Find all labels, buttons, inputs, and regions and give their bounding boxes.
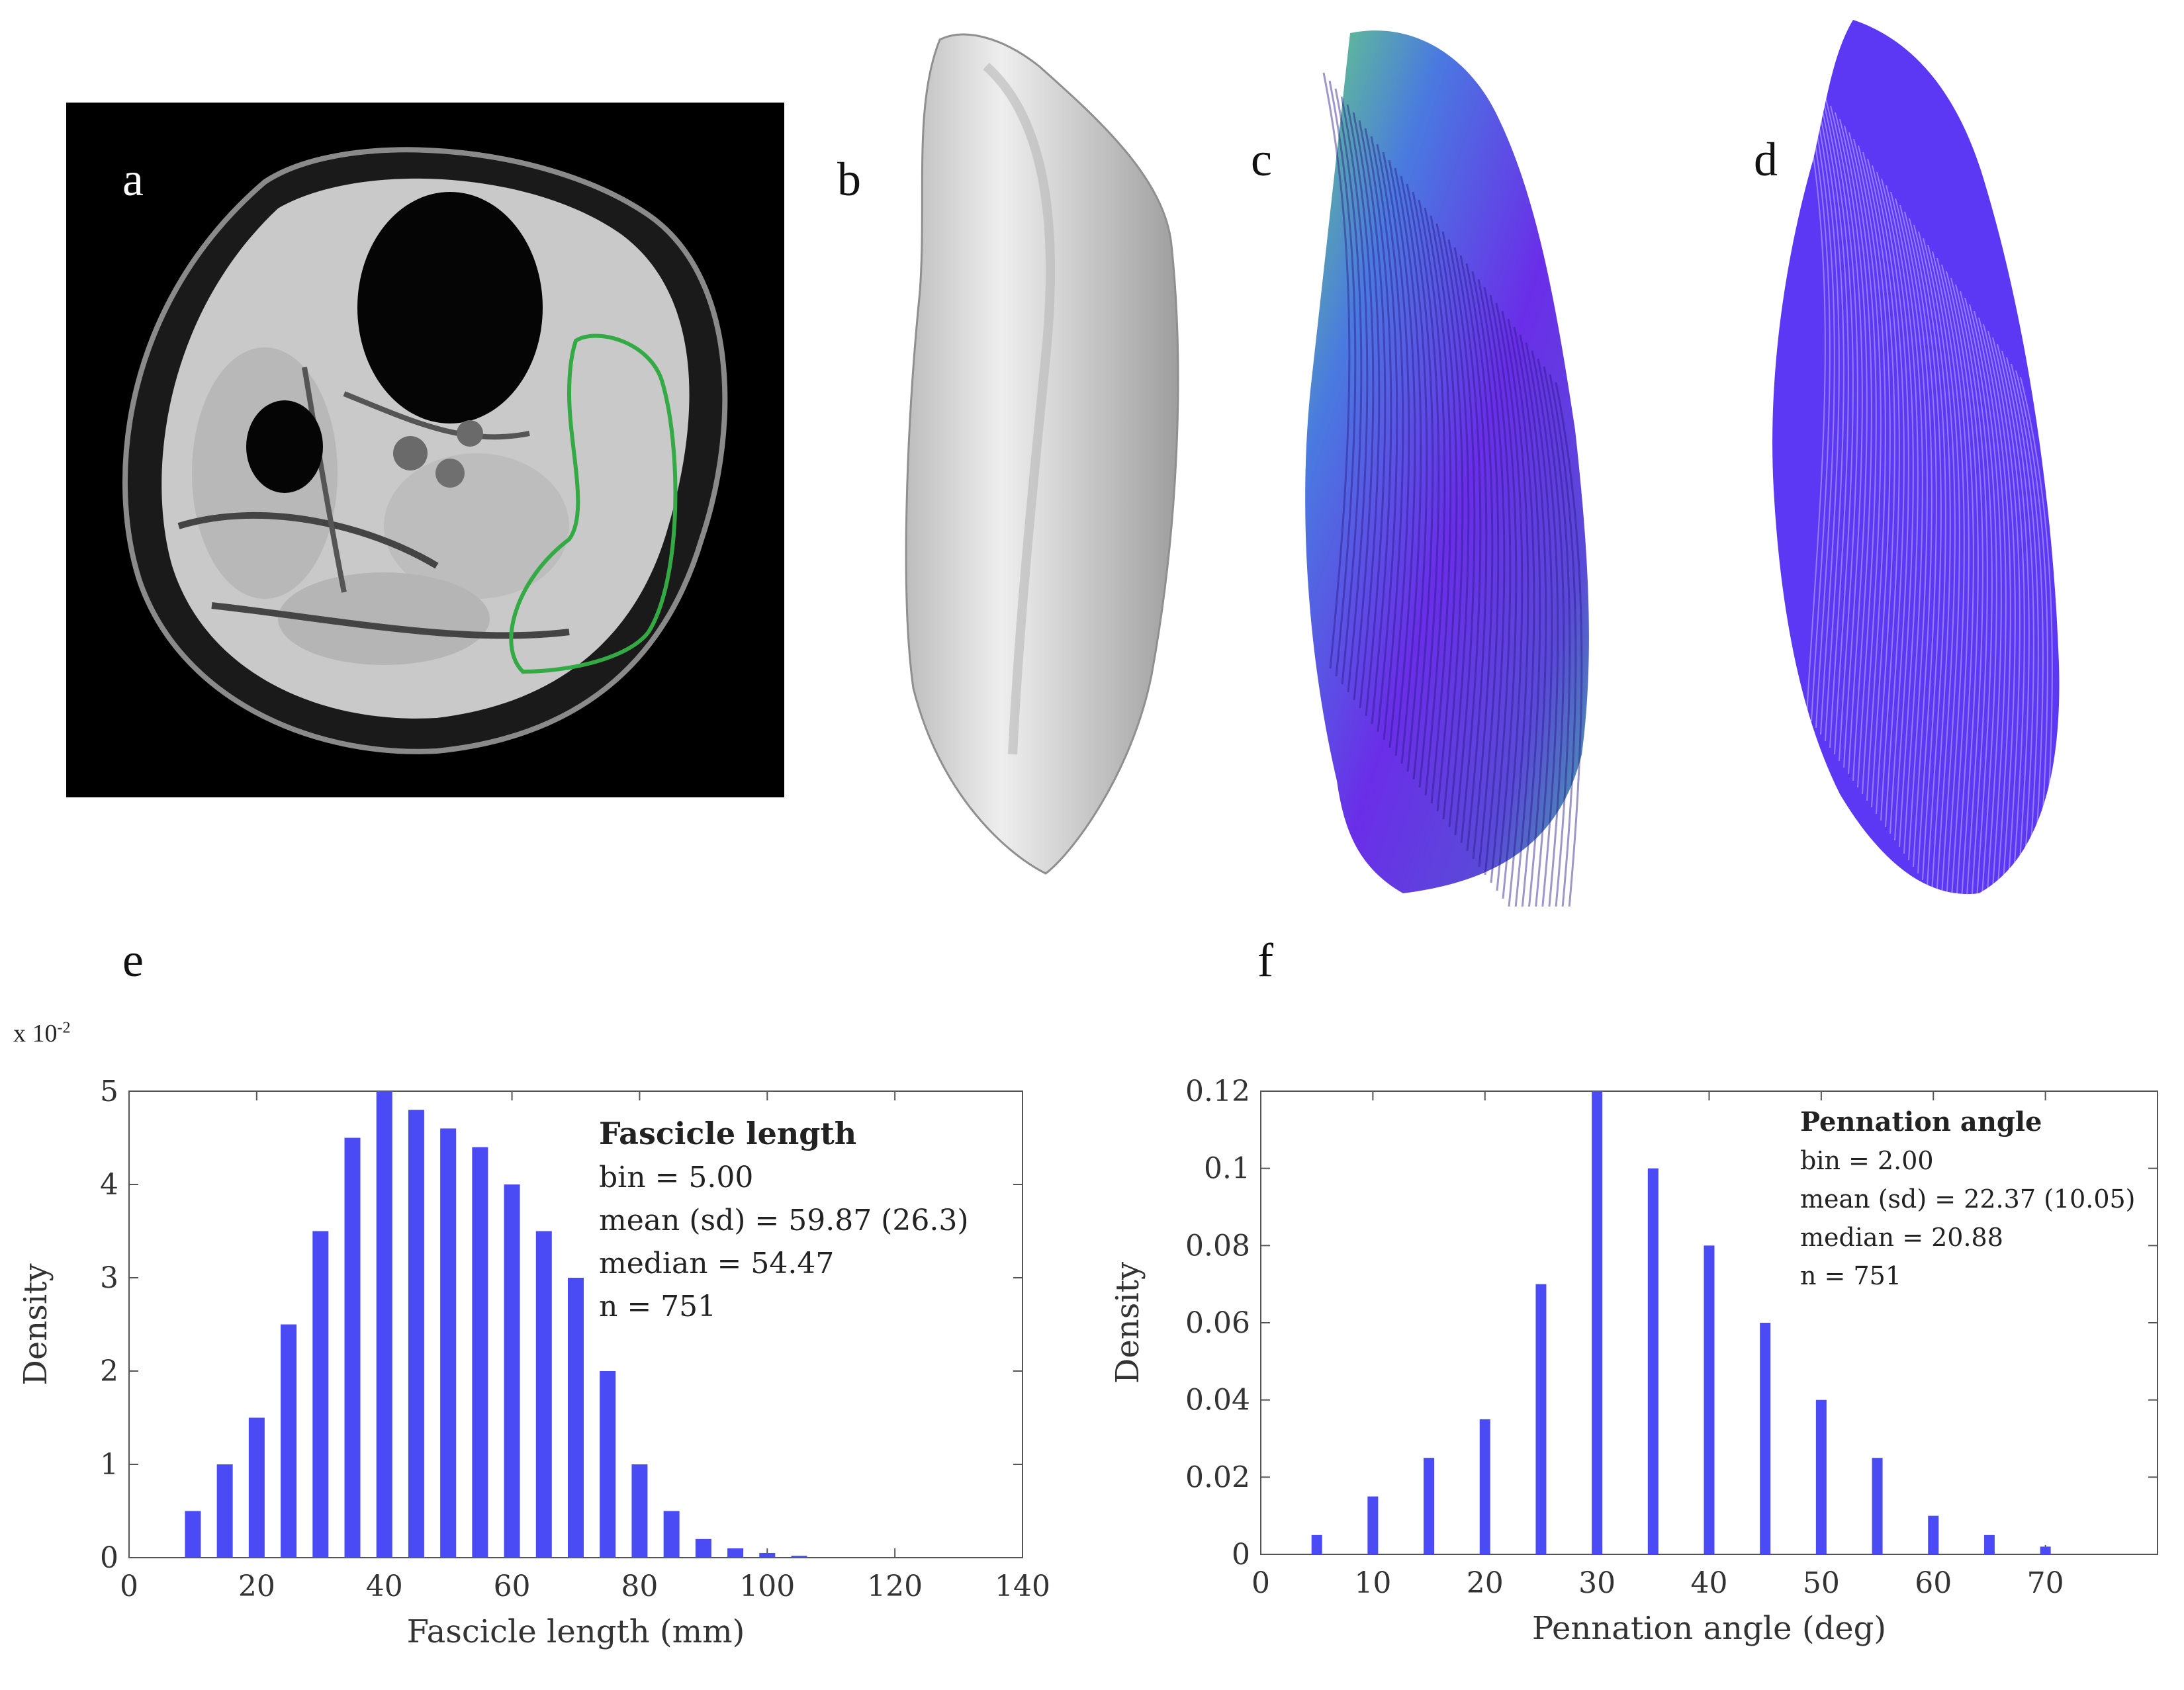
pa-bar [1479, 1419, 1490, 1554]
pa-x-tick-label: 20 [1467, 1566, 1504, 1600]
pa-bar [1983, 1534, 1995, 1554]
panel-label-a: a [122, 153, 144, 206]
fl-x-tick-label: 100 [739, 1570, 795, 1603]
fl-legend-line: n = 751 [599, 1290, 716, 1323]
fl-bar [504, 1184, 520, 1558]
fl-bar [344, 1137, 361, 1558]
pa-x-tick-label: 10 [1354, 1566, 1391, 1600]
pa-bar [1872, 1458, 1883, 1554]
fl-bar [727, 1548, 744, 1558]
fl-bar [408, 1110, 424, 1558]
pa-legend-line: mean (sd) = 22.37 (10.05) [1800, 1184, 2136, 1214]
pa-x-tick-label: 40 [1691, 1566, 1728, 1600]
pa-bar [1535, 1284, 1547, 1554]
fl-bar [440, 1128, 457, 1558]
y-scale-multiplier: x 10-2 [13, 1019, 71, 1047]
pa-x-tick-label: 50 [1803, 1566, 1840, 1600]
pa-bar [1760, 1323, 1771, 1554]
muscle-surface-render [905, 33, 1179, 875]
fl-x-tick-label: 140 [995, 1570, 1050, 1603]
fl-y-tick-label: 3 [100, 1261, 118, 1295]
fl-x-tick-label: 80 [621, 1570, 658, 1603]
pa-y-tick-label: 0.12 [1185, 1075, 1250, 1108]
fl-x-tick-label: 40 [366, 1570, 403, 1603]
pa-legend-line: n = 751 [1800, 1261, 1901, 1290]
pa-x-tick-label: 60 [1915, 1566, 1952, 1600]
fl-x-tick-label: 60 [494, 1570, 531, 1603]
fl-bar [631, 1464, 648, 1558]
fl-bar [312, 1231, 329, 1558]
fl-legend-title: Fascicle length [599, 1116, 856, 1151]
fl-x-tick-label: 0 [120, 1570, 138, 1603]
fl-y-tick-label: 1 [100, 1448, 118, 1482]
fl-bar [695, 1538, 711, 1558]
pa-x-tick-label: 30 [1578, 1566, 1615, 1600]
pennation-angle-chart-svg: 0 10 20 30 40 50 60 70 0 0.02 0.04 0.06 0.08 0.1 0.12 P… [1109, 1075, 2158, 1647]
pa-bar [1592, 1091, 1603, 1554]
fl-bar [568, 1278, 584, 1558]
pa-legend-line: median = 20.88 [1800, 1223, 2003, 1252]
pa-bar [1311, 1534, 1322, 1554]
pa-bar [1367, 1496, 1379, 1554]
fl-bar [663, 1511, 680, 1558]
panel-label-d: d [1754, 133, 1778, 186]
pa-bar [1424, 1458, 1435, 1554]
fl-y-axis-label: Density [17, 1263, 54, 1385]
fl-bar [472, 1147, 488, 1558]
pa-y-tick-label: 0.06 [1185, 1306, 1250, 1340]
fl-legend-line: mean (sd) = 59.87 (26.3) [599, 1204, 969, 1237]
tractography-colored-render [1305, 30, 1589, 907]
fl-bar [185, 1511, 201, 1558]
pa-y-tick-label: 0 [1232, 1538, 1250, 1572]
pa-y-axis-label: Density [1109, 1262, 1146, 1384]
fl-x-tick-label: 120 [867, 1570, 923, 1603]
fl-y-tick-label: 2 [100, 1355, 118, 1388]
pa-x-tick-label: 70 [2027, 1566, 2064, 1600]
fl-bar [216, 1464, 233, 1558]
fl-bar [376, 1091, 392, 1558]
mri-cross-section-image [66, 103, 784, 797]
pa-y-tick-label: 0.08 [1185, 1229, 1250, 1263]
fiber-tracts-render [1772, 20, 2060, 907]
panel-label-b: b [837, 153, 861, 206]
pa-bar [1704, 1245, 1715, 1554]
fl-x-axis-label: Fascicle length (mm) [407, 1613, 745, 1650]
pa-bar [1815, 1400, 1827, 1554]
pa-legend-line: bin = 2.00 [1800, 1146, 1934, 1175]
fl-y-tick-label: 4 [100, 1168, 118, 1202]
pa-legend-title: Pennation angle [1800, 1106, 2042, 1137]
panel-label-c: c [1251, 133, 1272, 186]
fascicle-length-chart-svg: 0 20 40 60 80 100 120 140 0 1 2 3 4 5 Fascicle length … [17, 1075, 1050, 1650]
pa-y-tick-label: 0.02 [1185, 1460, 1250, 1494]
fl-bar [600, 1371, 616, 1558]
panel-label-f: f [1257, 934, 1273, 987]
fl-bar [281, 1324, 297, 1558]
fl-bar [759, 1552, 776, 1558]
pa-x-tick-label: 0 [1251, 1566, 1270, 1600]
pa-y-tick-label: 0.04 [1185, 1384, 1250, 1417]
fl-bar [248, 1417, 265, 1558]
fl-bar [791, 1556, 807, 1558]
pa-bar [1928, 1515, 1939, 1554]
fl-y-tick-label: 0 [100, 1541, 118, 1575]
pa-bar [1647, 1168, 1659, 1554]
pa-bar [2040, 1546, 2051, 1554]
fl-x-tick-label: 20 [238, 1570, 275, 1603]
fl-bar [535, 1231, 552, 1558]
pa-y-tick-label: 0.1 [1204, 1152, 1250, 1186]
panel-label-e: e [122, 934, 144, 987]
pa-x-axis-label: Pennation angle (deg) [1532, 1610, 1886, 1647]
fl-legend-line: median = 54.47 [599, 1247, 834, 1280]
fl-y-tick-label: 5 [100, 1075, 118, 1108]
fl-legend-line: bin = 5.00 [599, 1161, 753, 1194]
